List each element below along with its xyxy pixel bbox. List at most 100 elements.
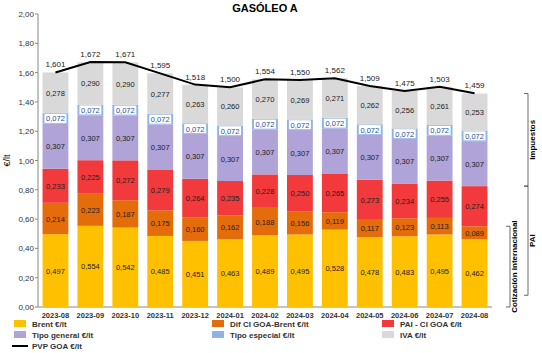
legend-swatch: [212, 320, 224, 327]
bar-segment: [182, 134, 208, 179]
y-tick-label: 0,40: [18, 244, 34, 253]
y-tick-label: 0,60: [18, 215, 34, 224]
data-label: 0,542: [116, 263, 135, 272]
legend-label: Dif CI GOA-Brent €/lt: [230, 320, 309, 329]
label-bg: [149, 115, 171, 124]
x-tick-label: 2024-01: [216, 311, 244, 320]
y-tick: [35, 43, 38, 44]
data-label: 0,274: [465, 202, 484, 211]
data-label: 0,072: [46, 114, 65, 123]
x-tick-label: 2024-07: [426, 311, 454, 320]
y-tick-label: 1,40: [18, 98, 34, 107]
data-label: 0,250: [291, 189, 310, 198]
data-label: 0,214: [46, 215, 65, 224]
y-tick: [35, 307, 38, 308]
bar-segment: [462, 186, 488, 226]
plot-marks: [43, 62, 488, 307]
data-label: 0,188: [256, 218, 275, 227]
data-label: 0,072: [430, 126, 449, 135]
data-label: 0,495: [430, 267, 449, 276]
data-label: 0,485: [151, 267, 170, 276]
data-label: 0,462: [465, 269, 484, 278]
bar-segment: [77, 226, 103, 307]
data-label: 1,518: [185, 73, 206, 82]
y-tick-label: 0,80: [18, 186, 34, 195]
bar-segment: [357, 220, 383, 237]
label-bg: [254, 120, 276, 129]
bar-segment: [147, 124, 173, 169]
y-tick-label: 1,60: [18, 69, 34, 78]
x-tick-label: 2024-04: [321, 311, 349, 320]
bar-segment: [287, 80, 313, 119]
annotation: Impuestos: [528, 119, 537, 160]
data-label: 1,509: [360, 74, 381, 83]
bar-segment: [112, 105, 138, 116]
bar-segment: [322, 230, 348, 307]
data-label: 1,562: [325, 66, 346, 75]
annotation: Cotización internacional: [510, 220, 519, 312]
bar-segment: [427, 136, 453, 181]
bar-segment: [217, 239, 243, 307]
legend-label: PVP GOA €/lt: [32, 342, 82, 351]
data-label: 0,160: [186, 225, 205, 234]
data-label: 0,307: [395, 157, 414, 166]
bar-segment: [392, 128, 418, 139]
y-tick-label: 1,00: [18, 157, 34, 166]
bar-segment: [77, 62, 103, 104]
data-label: 1,500: [220, 75, 241, 84]
data-label: 0,307: [256, 148, 275, 157]
data-label: 0,264: [186, 194, 205, 203]
legend-label: Tipo general €/lt: [32, 331, 94, 340]
data-label: 0,554: [81, 262, 100, 271]
y-tick: [35, 131, 38, 132]
line: [55, 62, 474, 93]
bar-segment: [392, 91, 418, 129]
data-label: 0,228: [256, 187, 275, 196]
data-label: 0,463: [221, 269, 240, 278]
bar-segment: [427, 125, 453, 136]
data-label: 0,260: [221, 102, 240, 111]
data-label: 0,072: [395, 130, 414, 139]
data-label: 0,307: [325, 147, 344, 156]
data-label: 0,162: [221, 223, 240, 232]
bar-segment: [43, 203, 69, 234]
data-label: 0,495: [291, 267, 310, 276]
data-label: 0,225: [81, 173, 100, 182]
data-label: 0,265: [325, 189, 344, 198]
y-tick: [35, 101, 38, 102]
bar-segment: [147, 210, 173, 236]
data-label: 0,235: [221, 194, 240, 203]
x-tick-label: 2023-11: [147, 311, 174, 320]
label-bg: [184, 124, 206, 133]
y-tick-label: 1,20: [18, 127, 34, 136]
bar-segment: [462, 131, 488, 142]
data-label: 0,307: [151, 143, 170, 152]
data-label: 0,307: [81, 134, 100, 143]
data-label: 0,263: [186, 100, 205, 109]
legend-swatch: [14, 331, 26, 338]
data-label: 0,528: [325, 264, 344, 273]
bar-segment: [252, 208, 278, 236]
label-bg: [359, 125, 381, 134]
chart: GASÓLEO A€/lt0,000,200,400,600,801,001,2…: [0, 0, 542, 353]
bar-segment: [322, 78, 348, 118]
data-label: 0,072: [291, 121, 310, 130]
bar-segment: [462, 239, 488, 307]
legend-swatch: [382, 331, 394, 338]
data-label: 0,234: [395, 197, 414, 206]
bar-segment: [182, 85, 208, 124]
bar-segment: [392, 184, 418, 218]
data-label: 0,307: [186, 152, 205, 161]
data-label: 0,175: [151, 219, 170, 228]
bar-segment: [112, 115, 138, 160]
bar-segment: [147, 73, 173, 114]
bar-segment: [112, 228, 138, 307]
data-label: 1,601: [45, 60, 66, 69]
data-label: 0,307: [465, 160, 484, 169]
data-label: 0,072: [360, 126, 379, 135]
legend-label: PAI - CI GOA €/lt: [400, 320, 462, 329]
data-label: 0,290: [116, 80, 135, 89]
legend-swatch: [14, 320, 26, 327]
y-tick: [35, 160, 38, 161]
data-label: 0,072: [221, 127, 240, 136]
